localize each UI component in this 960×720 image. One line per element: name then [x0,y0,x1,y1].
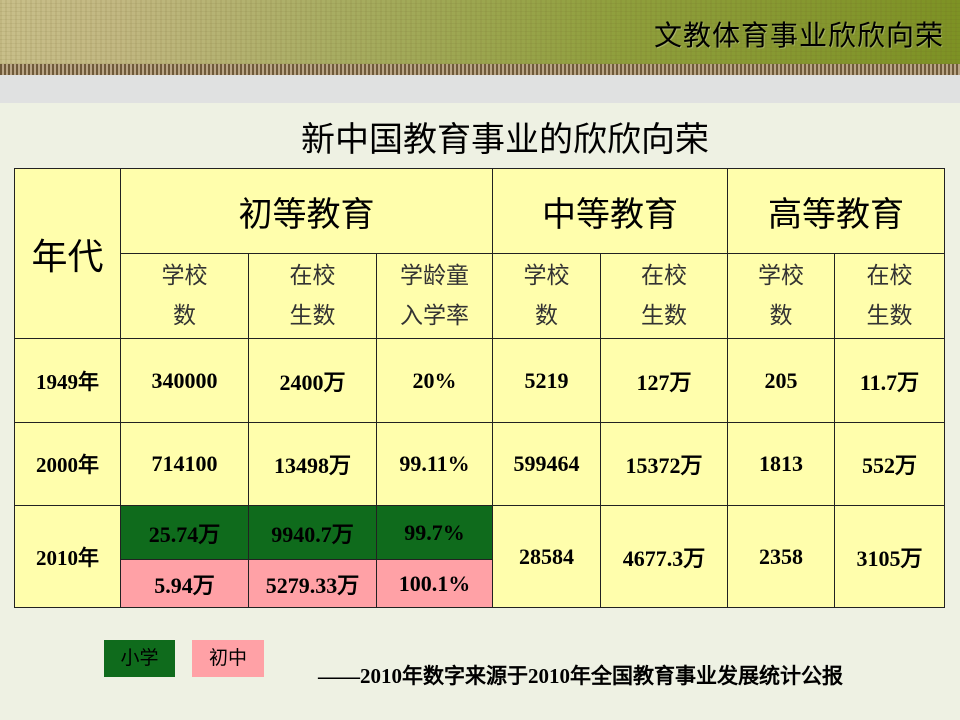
top-banner: 文教体育事业欣欣向荣 [0,0,960,64]
subheader-cell: 在校 生数 [248,253,377,339]
data-cell: 5219 [492,338,602,423]
table-row: 1949年 340000 2400万 20% 5219 127万 205 11.… [14,338,946,423]
header-divider-band [0,75,960,103]
data-cell: 15372万 [600,422,729,506]
data-cell: 552万 [834,422,946,506]
subheader-line: 入学率 [400,303,470,329]
education-table: 年代 初等教育 中等教育 高等教育 学校数 在校生数 学龄童入学率 学校数 在校… [14,168,946,608]
primary-school-cell: 25.74万 [120,505,249,560]
data-cell: 714100 [120,422,249,506]
table-row: 2010年 25.74万 9940.7万 99.7% 28584 4677.3万… [14,505,946,608]
subheader-line: 学校 [523,263,570,289]
junior-school-cell: 5.94万 [120,559,249,608]
data-cell: 4677.3万 [600,505,729,608]
subheader-line: 生数 [289,303,336,329]
junior-school-cell: 5279.33万 [248,559,377,608]
group-header-higher: 高等教育 [727,168,946,254]
data-cell: 28584 [492,505,602,608]
data-cell: 127万 [600,338,729,423]
subheader-line: 在校 [866,263,913,289]
subheader-cell: 学校数 [492,253,602,339]
subheader-line: 数 [173,303,196,329]
subheader-line: 数 [769,303,793,329]
data-cell: 340000 [120,338,249,423]
table-row: 5.94万 5279.33万 100.1% [15,559,945,608]
legend-primary-school: 小学 [104,640,175,677]
subheader-cell: 学校数 [727,253,836,339]
subheader-line: 学校 [161,263,208,289]
subheader-cell: 在校 生数 [834,253,946,339]
data-cell: 20% [375,338,494,423]
data-cell: 2358 [727,505,836,608]
subheader-line: 数 [535,303,559,329]
data-cell: 599464 [492,422,602,506]
subheader-cell: 在校 生数 [600,253,729,339]
data-cell: 11.7万 [834,338,946,423]
banner-title: 文教体育事业欣欣向荣 [653,19,944,52]
source-note: ——2010年数字来源于2010年全国教育事业发展统计公报 [318,664,843,688]
subheader-line: 生数 [866,303,913,329]
data-cell: 205 [727,338,836,423]
data-cell: 2400万 [248,338,377,423]
primary-school-cell: 9940.7万 [248,505,377,560]
year-cell: 1949年 [14,338,121,423]
data-cell: 99.11% [375,422,494,506]
subheader-line: 学龄童 [400,263,470,289]
group-header-primary: 初等教育 [119,168,494,254]
year-cell: 2010年 [14,505,121,608]
subheader-cell: 学龄童 入学率 [375,253,494,339]
subheader-line: 学校 [758,263,805,289]
year-header: 年代 [14,168,121,339]
table-row: 2000年 714100 13498万 99.11% 599464 15372万… [14,422,946,506]
year-cell: 2000年 [14,422,121,506]
banner-stripe [0,64,960,75]
legend-junior-school: 初中 [192,640,264,677]
subheader-cell: 学校数 [120,253,249,339]
subheader-line: 生数 [641,303,688,329]
subheader-line: 在校 [641,263,688,289]
data-cell: 1813 [727,422,836,506]
data-cell: 13498万 [248,422,377,506]
group-header-secondary: 中等教育 [492,168,729,254]
subheader-line: 在校 [289,263,336,289]
data-cell: 3105万 [834,505,946,608]
junior-school-cell: 100.1% [375,559,494,608]
slide-title: 新中国教育事业的欣欣向荣 [301,120,709,160]
primary-school-cell: 99.7% [375,505,494,560]
